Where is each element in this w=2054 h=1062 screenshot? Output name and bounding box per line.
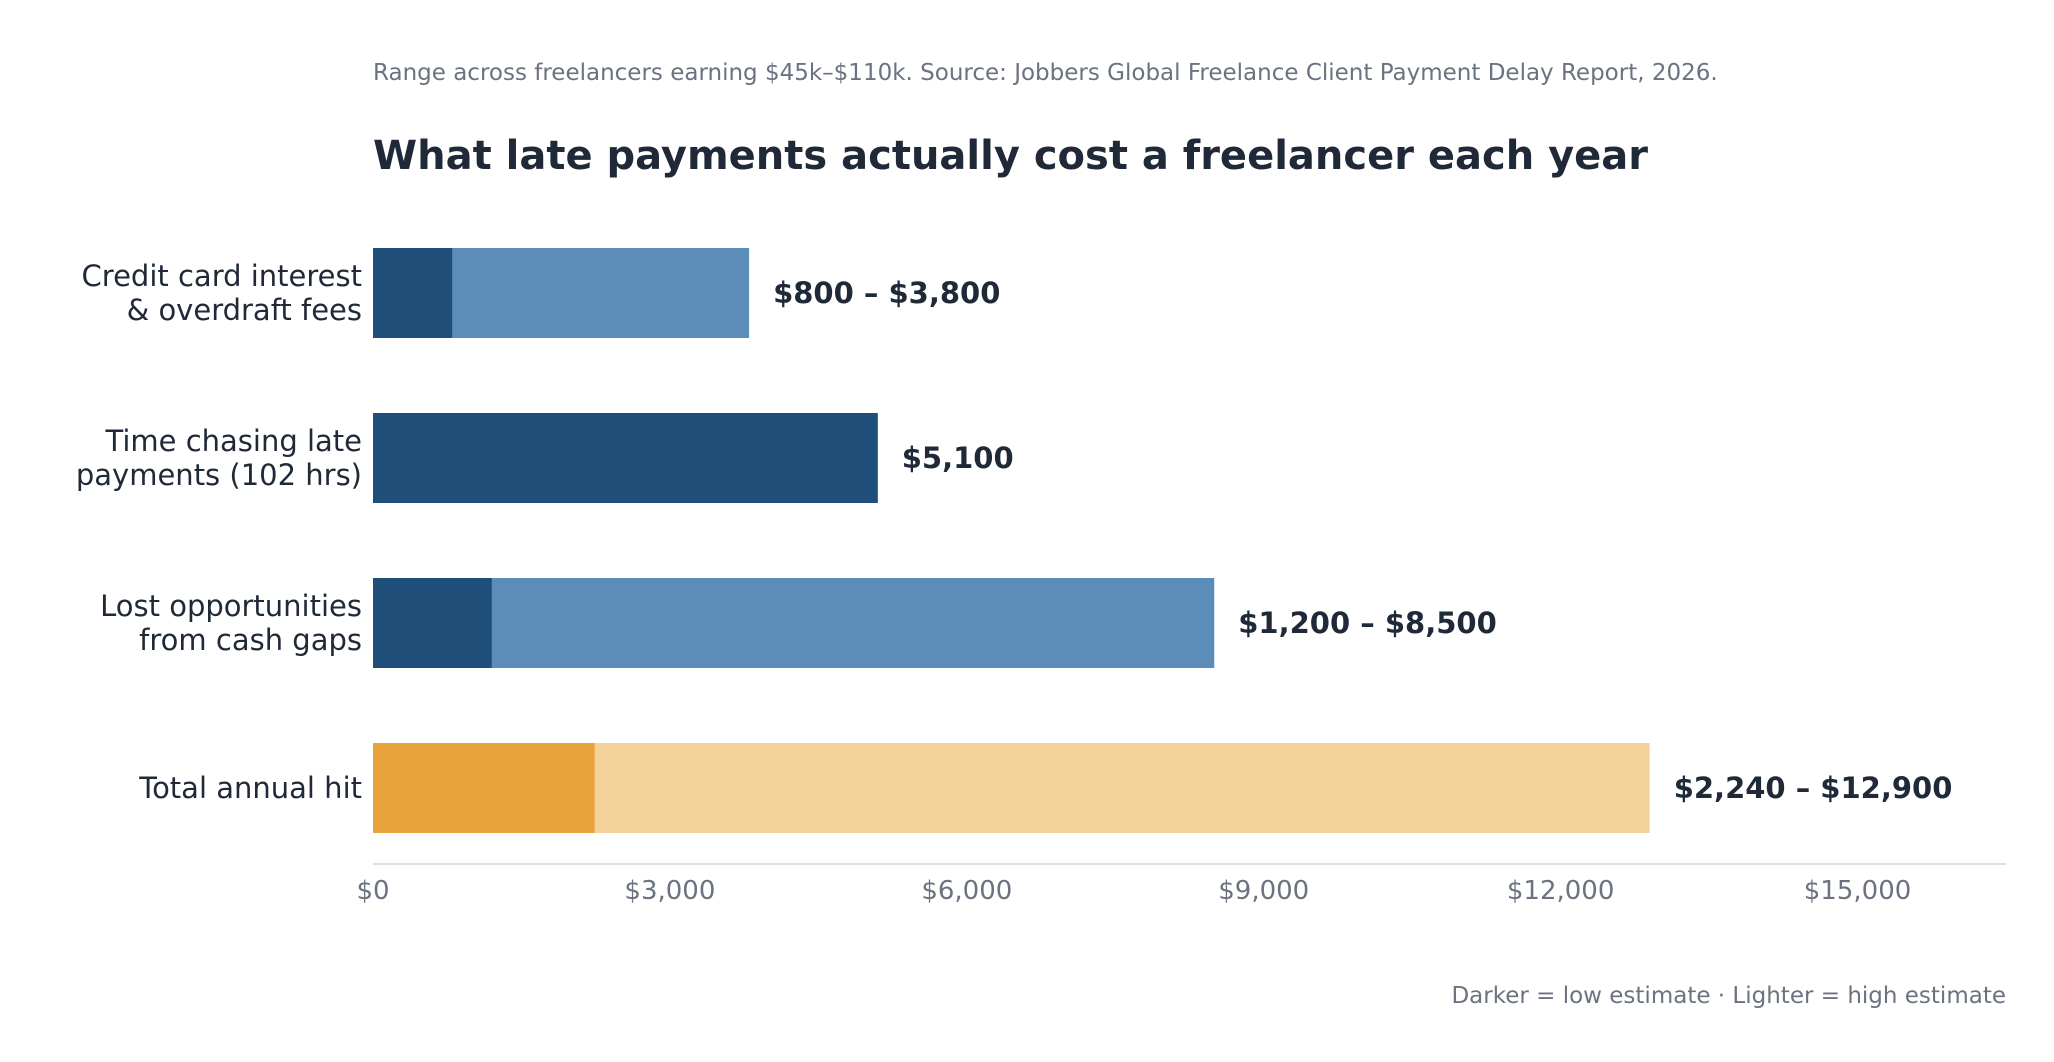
category-label-line: Credit card interest <box>82 259 362 293</box>
bar-high <box>373 578 1215 668</box>
value-labels: $800 – $3,800 $5,100 $1,200 – $8,500 $2,240… <box>773 276 1952 805</box>
category-labels: Credit card interest & overdraft fees Time… <box>76 259 362 805</box>
category-label-line: Time chasing late <box>105 424 363 458</box>
x-tick-label: $9,000 <box>1218 876 1309 906</box>
value-label: $5,100 <box>902 441 1014 475</box>
category-label-line: Total annual hit <box>138 771 362 805</box>
value-label: $800 – $3,800 <box>773 276 1000 310</box>
category-label-line: from cash gaps <box>139 623 362 657</box>
bar-low <box>373 413 878 503</box>
category-label-line: payments (102 hrs) <box>76 458 362 492</box>
category-label-line: & overdraft fees <box>127 293 362 327</box>
x-axis-ticks: $0 $3,000 $6,000 $9,000 $12,000 $15,000 <box>356 876 1911 906</box>
x-tick-label: $3,000 <box>624 876 715 906</box>
category-label: Lost opportunities from cash gaps <box>100 589 362 657</box>
bar-low <box>373 248 453 338</box>
legend-note: Darker = low estimate · Lighter = high e… <box>1451 983 2006 1009</box>
value-label: $1,200 – $8,500 <box>1238 606 1497 640</box>
x-tick-label: $0 <box>356 876 389 906</box>
chart-subtitle: Range across freelancers earning $45k–$1… <box>373 60 1718 86</box>
x-tick-label: $12,000 <box>1507 876 1615 906</box>
category-label-line: Lost opportunities <box>100 589 362 623</box>
bar-low <box>373 578 492 668</box>
category-label: Total annual hit <box>138 771 362 805</box>
x-tick-label: $6,000 <box>921 876 1012 906</box>
category-label: Credit card interest & overdraft fees <box>82 259 362 327</box>
bar-low <box>373 743 595 833</box>
x-tick-label: $15,000 <box>1804 876 1912 906</box>
category-label: Time chasing late payments (102 hrs) <box>76 424 362 492</box>
chart-title: What late payments actually cost a freel… <box>373 133 1648 179</box>
bars-layer <box>373 248 1650 833</box>
value-label: $2,240 – $12,900 <box>1674 771 1953 805</box>
